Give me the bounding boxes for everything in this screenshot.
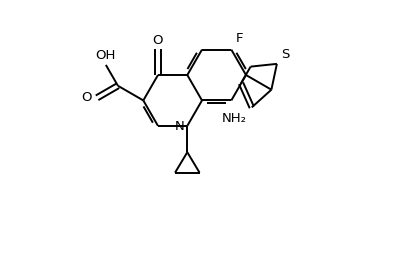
Text: O: O <box>82 91 92 104</box>
Text: F: F <box>236 32 244 45</box>
Text: S: S <box>281 48 289 61</box>
Text: N: N <box>174 120 184 133</box>
Text: O: O <box>153 34 163 47</box>
Text: OH: OH <box>96 49 116 62</box>
Text: NH₂: NH₂ <box>222 112 247 125</box>
